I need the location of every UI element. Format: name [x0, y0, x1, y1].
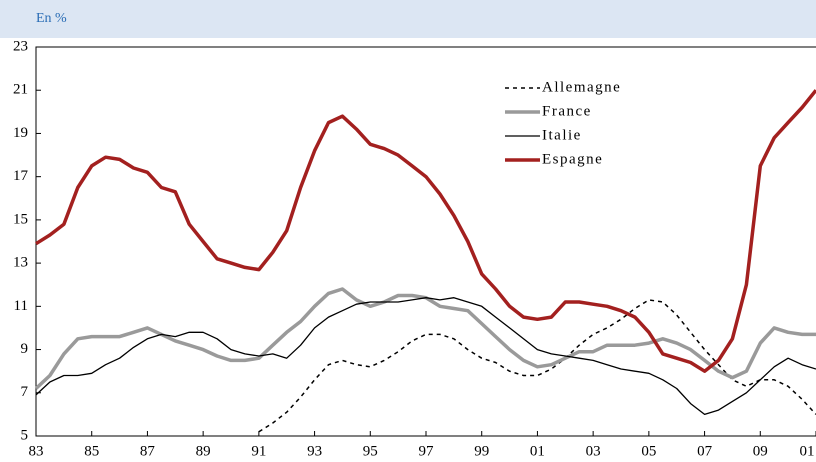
y-tick-label: 17: [13, 168, 29, 184]
legend-label: Allemagne: [542, 79, 621, 95]
x-tick-label: 09: [753, 443, 768, 459]
x-tick-label: 85: [84, 443, 99, 459]
x-tick-label: 03: [586, 443, 601, 459]
y-tick-label: 7: [21, 384, 29, 400]
x-tick-label: 01: [530, 443, 545, 459]
x-tick-label: 93: [307, 443, 322, 459]
y-tick-label: 23: [13, 38, 28, 54]
y-tick-label: 19: [13, 125, 28, 141]
series-line: [35, 297, 816, 416]
legend-label: Espagne: [542, 151, 603, 167]
legend-label: Italie: [542, 127, 582, 143]
y-tick-label: 5: [21, 427, 29, 443]
x-tick-label: 99: [474, 443, 489, 459]
y-tick-label: 13: [13, 255, 28, 271]
x-tick-label: 97: [419, 443, 435, 459]
y-tick-label: 21: [13, 82, 28, 98]
x-tick-label: 05: [641, 443, 656, 459]
header-band: [0, 0, 816, 38]
chart-subtitle: En %: [36, 11, 67, 26]
y-tick-label: 11: [14, 298, 28, 314]
y-tick-label: 9: [21, 341, 29, 357]
x-tick-label: 07: [697, 443, 713, 459]
series-line: [35, 89, 816, 373]
y-tick-label: 15: [13, 211, 28, 227]
series-line: [34, 287, 816, 390]
legend-label: France: [542, 103, 592, 119]
series-line: [258, 299, 816, 433]
x-tick-label: 95: [363, 443, 378, 459]
x-tick-label: 91: [251, 443, 266, 459]
plot-frame: [35, 46, 816, 437]
x-tick-label: 87: [140, 443, 156, 459]
x-tick-label: 83: [29, 443, 44, 459]
x-tick-label: 89: [196, 443, 211, 459]
x-tick-label: 01: [800, 443, 815, 459]
